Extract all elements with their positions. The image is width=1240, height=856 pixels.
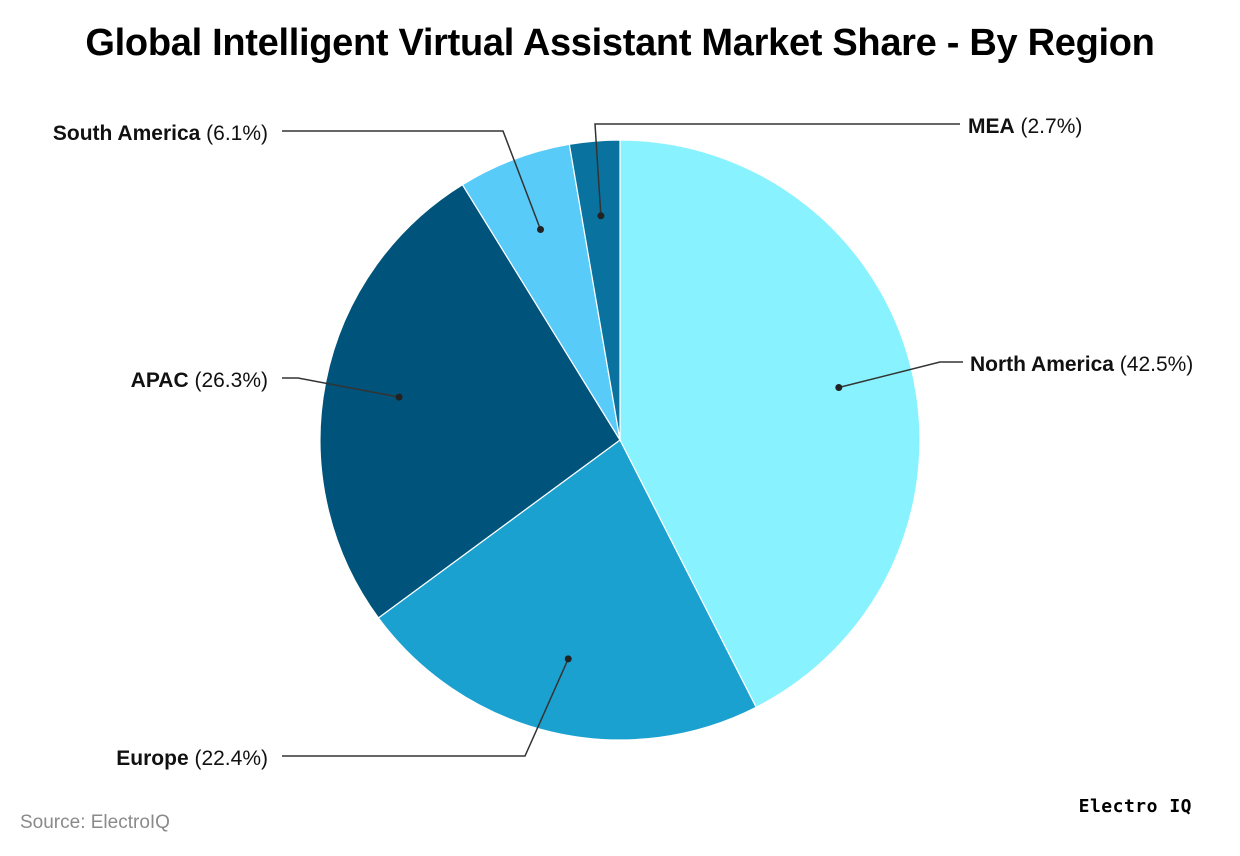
source-note: Source: ElectroIQ [20, 812, 170, 833]
leader-dot-europe [564, 655, 572, 663]
leader-dot-south-america [537, 226, 544, 233]
slice-label-south-america: South America (6.1%) [53, 122, 268, 145]
leader-line-mea [594, 123, 960, 216]
slice-label-apac: APAC (26.3%) [131, 369, 268, 392]
brand-logo: Electro IQ [1078, 796, 1192, 817]
pie-slice-europe [377, 439, 758, 741]
slice-label-value: (42.5%) [1114, 353, 1193, 376]
slice-label-north-america: North America (42.5%) [970, 353, 1193, 376]
pie-slice-north-america [619, 139, 921, 709]
slice-label-value: (6.1%) [200, 122, 268, 145]
leader-dot-north-america [835, 384, 843, 391]
slice-label-name: South America [53, 122, 201, 145]
leader-dot-apac [395, 393, 403, 401]
slice-label-name: APAC [131, 369, 189, 392]
slice-label-name: MEA [968, 115, 1015, 138]
slice-labels: North America (42.5%) Europe (22.4%) APAC … [53, 115, 1193, 770]
leader-line-south-america [282, 130, 542, 230]
slice-label-europe: Europe (22.4%) [116, 747, 268, 770]
pie-slice-mea [568, 139, 621, 441]
leader-lines [282, 123, 963, 757]
leader-line-north-america [838, 361, 963, 389]
leader-dot-mea [597, 212, 605, 220]
slice-label-value: (22.4%) [189, 747, 268, 770]
leader-line-apac [282, 377, 400, 398]
pie-slices [319, 139, 921, 741]
slice-label-name: Europe [116, 747, 188, 770]
leader-line-europe [282, 658, 569, 757]
slice-label-value: (26.3%) [189, 369, 268, 392]
slice-label-value: (2.7%) [1015, 115, 1083, 138]
slice-label-mea: MEA (2.7%) [968, 115, 1082, 138]
chart-title: Global Intelligent Virtual Assistant Mar… [85, 22, 1155, 64]
slice-label-name: North America [970, 353, 1114, 376]
